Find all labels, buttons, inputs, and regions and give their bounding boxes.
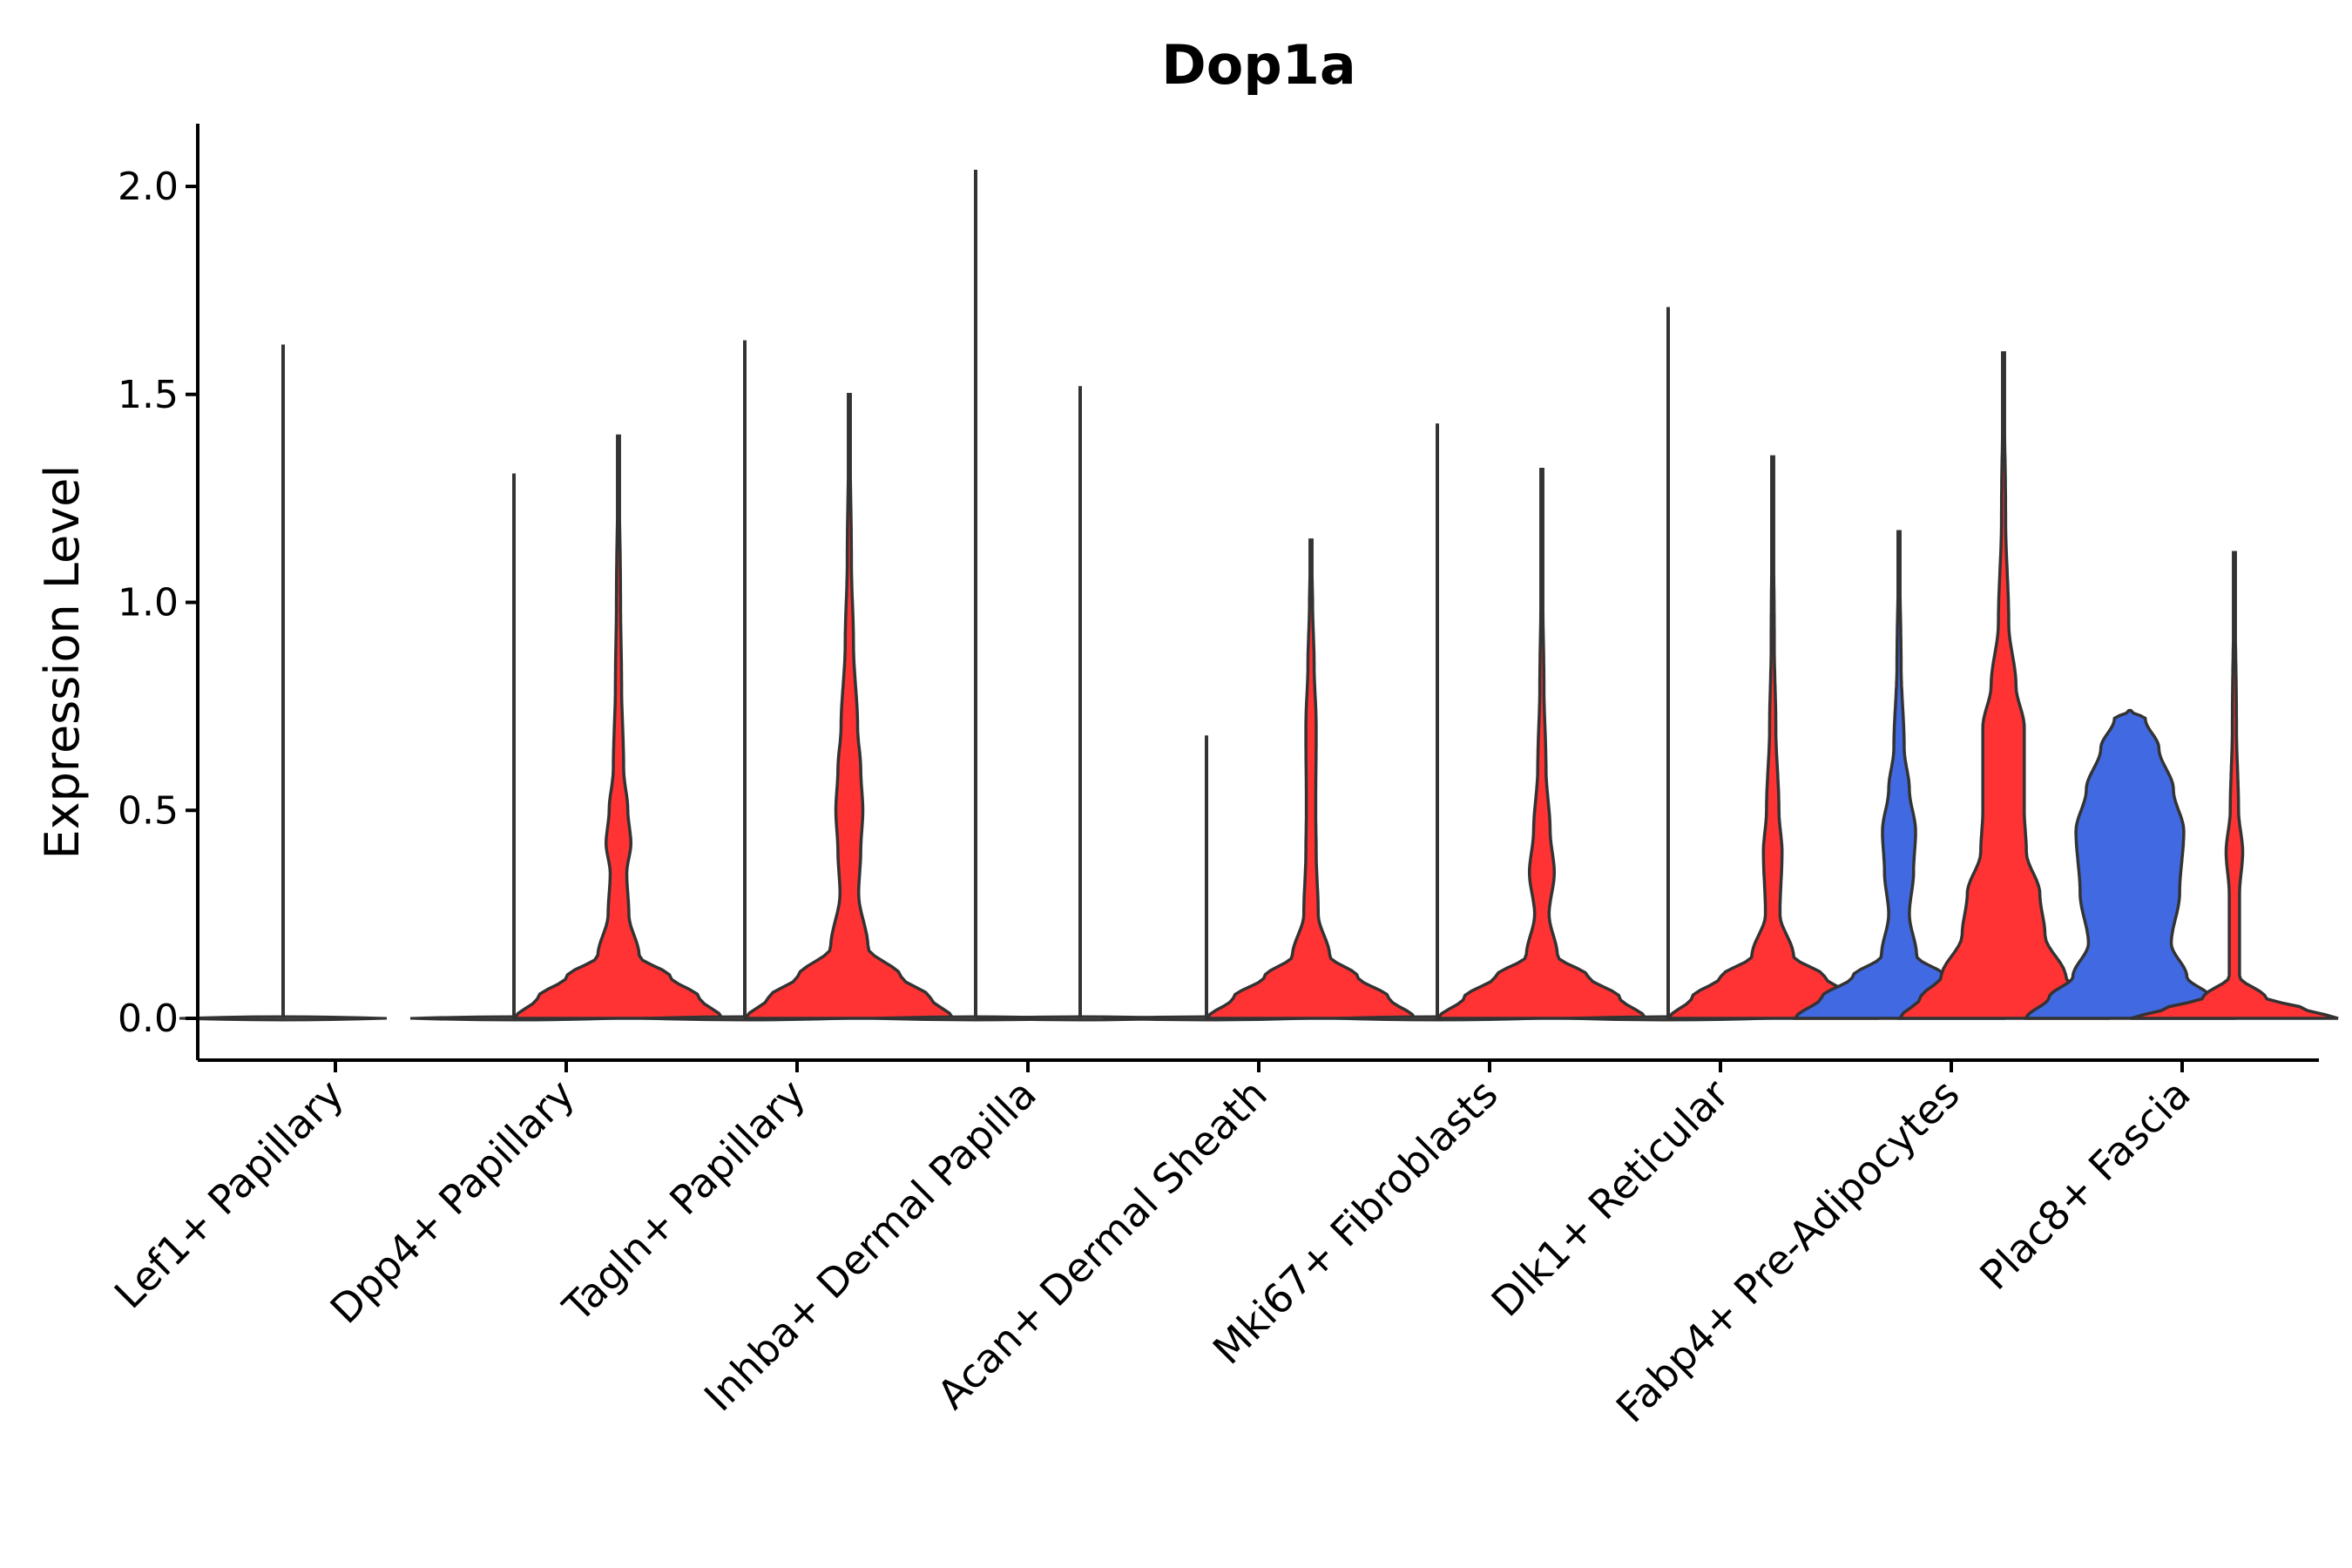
x-tick-label-plac8-fascia: Plac8+ Fascia bbox=[1970, 1071, 2199, 1299]
violin-tagln-papillary-right bbox=[742, 393, 956, 1020]
violin-dlk1-reticular-right bbox=[1666, 455, 1880, 1020]
violin-acan-dermal-sheath-right bbox=[1204, 538, 1418, 1020]
y-axis-label: Expression Level bbox=[35, 465, 90, 860]
violin-fabp4-pre-adipocytes-right bbox=[1896, 351, 2111, 1020]
y-tick-label: 1.0 bbox=[118, 581, 179, 625]
x-tick-label-tagln-papillary: Tagln+ Papillary bbox=[553, 1071, 814, 1332]
violin-tagln-papillary-left bbox=[640, 340, 849, 1022]
violin-mki67-fibroblasts-left bbox=[1333, 423, 1542, 1022]
x-tick-label-dlk1-reticular: Dlk1+ Reticular bbox=[1483, 1071, 1738, 1326]
x-tick-label-dpp4-papillary: Dpp4+ Papillary bbox=[321, 1071, 584, 1333]
violin-dlk1-reticular-left bbox=[1564, 307, 1773, 1022]
violin-lef1-papillary-left bbox=[179, 344, 388, 1022]
violin-plac8-fascia-right bbox=[2130, 551, 2339, 1020]
violins-group bbox=[179, 169, 2339, 1022]
violin-dpp4-papillary-left bbox=[409, 473, 618, 1022]
violin-plac8-fascia-left bbox=[2024, 708, 2236, 1020]
violin-dpp4-papillary-right bbox=[511, 434, 726, 1020]
y-tick-label: 0.5 bbox=[118, 788, 179, 833]
y-tick-label: 1.5 bbox=[118, 373, 179, 417]
violin-inhba-dermal-papilla-right bbox=[976, 386, 1185, 1022]
y-tick-label: 0.0 bbox=[118, 997, 179, 1041]
x-tick-label-lef1-papillary: Lef1+ Papillary bbox=[105, 1071, 353, 1318]
violin-fabp4-pre-adipocytes-left bbox=[1792, 530, 2006, 1020]
y-tick-label: 2.0 bbox=[118, 165, 179, 209]
violin-mki67-fibroblasts-right bbox=[1435, 467, 1649, 1020]
chart-title: Dop1a bbox=[1161, 33, 1355, 97]
violin-inhba-dermal-papilla-left bbox=[871, 169, 1080, 1022]
